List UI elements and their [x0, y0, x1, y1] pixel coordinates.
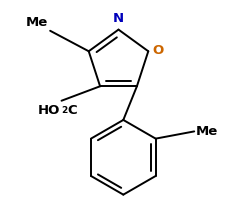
Text: O: O	[153, 43, 164, 57]
Text: Me: Me	[196, 125, 218, 138]
Text: HO: HO	[38, 104, 60, 117]
Text: C: C	[68, 104, 77, 117]
Text: 2: 2	[62, 106, 68, 115]
Text: Me: Me	[26, 16, 48, 29]
Text: N: N	[113, 12, 124, 25]
